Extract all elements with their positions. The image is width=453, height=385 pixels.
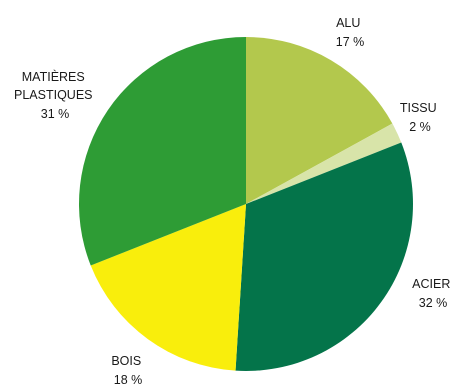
label-alu: ALU 17 % (336, 16, 365, 49)
slice-tissu (246, 123, 402, 204)
pie-labels: ALU 17 % TISSU 2 % ACIER 32 % BOIS 18 % … (14, 16, 453, 385)
label-tissu: TISSU 2 % (400, 101, 440, 134)
slice-acier (235, 142, 413, 371)
label-bois: BOIS 18 % (111, 354, 144, 385)
slice-bois (90, 204, 246, 371)
label-matieres-plastiques: MATIÈRES PLASTIQUES 31 % (14, 69, 96, 121)
label-acier: ACIER 32 % (412, 277, 453, 310)
pie-slices (78, 37, 413, 371)
slice-alu (246, 37, 393, 204)
slice-matieres-plastiques (78, 37, 246, 266)
